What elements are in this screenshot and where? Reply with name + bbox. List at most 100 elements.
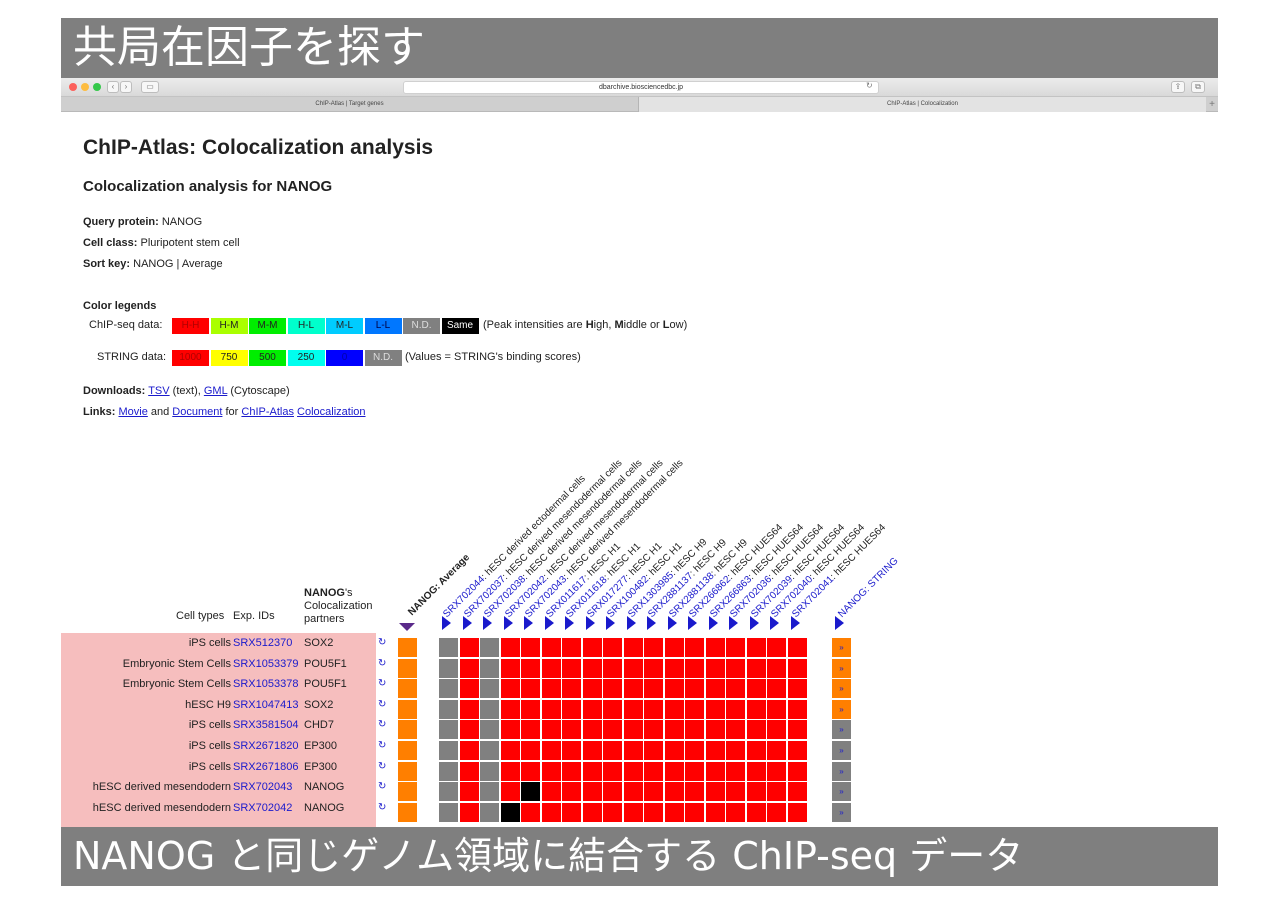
heatmap-cell[interactable] [480,802,499,822]
heatmap-cell[interactable] [623,761,643,781]
heatmap-cell[interactable] [705,802,725,822]
heatmap-cell[interactable] [582,699,602,719]
heatmap-cell[interactable] [644,720,663,740]
row-exp-id-link[interactable]: SRX702043 [233,781,293,794]
colocalization-link[interactable]: Colocalization [297,406,366,418]
heatmap-cell[interactable] [562,741,581,760]
heatmap-cell[interactable] [562,638,581,657]
heatmap-cell[interactable] [726,699,745,719]
heatmap-cell[interactable] [500,638,520,657]
heatmap-cell[interactable] [521,761,540,781]
heatmap-cell[interactable] [459,802,479,822]
average-cell[interactable] [398,699,417,719]
heatmap-cell[interactable] [705,699,725,719]
column-sort-icon[interactable] [606,616,615,630]
heatmap-cell[interactable] [500,679,520,699]
heatmap-cell[interactable] [562,679,581,699]
heatmap-cell[interactable] [746,658,766,678]
heatmap-cell[interactable] [439,638,458,657]
heatmap-cell[interactable] [726,679,745,699]
heatmap-cell[interactable] [644,638,663,657]
heatmap-cell[interactable] [603,761,622,781]
heatmap-cell[interactable] [644,699,663,719]
heatmap-cell[interactable] [582,638,602,657]
heatmap-cell[interactable] [480,761,499,781]
string-cell[interactable]: » [832,679,851,699]
heatmap-cell[interactable] [664,761,684,781]
movie-link[interactable]: Movie [118,406,148,418]
heatmap-cell[interactable] [746,782,766,802]
column-sort-icon[interactable] [442,616,451,630]
tabs-overview-icon[interactable]: ⧉ [1191,81,1205,93]
heatmap-cell[interactable] [521,782,540,802]
heatmap-cell[interactable] [582,802,602,822]
heatmap-cell[interactable] [459,658,479,678]
forward-arrow-icon[interactable]: › [120,81,132,93]
heatmap-cell[interactable] [726,638,745,657]
chip-atlas-link[interactable]: ChIP-Atlas [241,406,294,418]
back-arrow-icon[interactable]: ‹ [107,81,119,93]
heatmap-cell[interactable] [439,699,458,719]
string-cell[interactable]: » [832,699,851,719]
heatmap-cell[interactable] [787,720,807,740]
heatmap-cell[interactable] [459,720,479,740]
heatmap-cell[interactable] [480,782,499,802]
heatmap-cell[interactable] [746,761,766,781]
column-sort-icon[interactable] [565,616,574,630]
row-exp-id-link[interactable]: SRX1053379 [233,657,299,670]
heatmap-cell[interactable] [603,782,622,802]
heatmap-cell[interactable] [582,761,602,781]
heatmap-cell[interactable] [459,699,479,719]
share-icon[interactable]: ⇪ [1171,81,1185,93]
heatmap-cell[interactable] [623,720,643,740]
heatmap-cell[interactable] [746,699,766,719]
heatmap-cell[interactable] [582,658,602,678]
row-exp-id-link[interactable]: SRX1047413 [233,698,299,711]
heatmap-cell[interactable] [439,802,458,822]
heatmap-cell[interactable] [521,699,540,719]
heatmap-cell[interactable] [480,658,499,678]
heatmap-cell[interactable] [705,679,725,699]
heatmap-cell[interactable] [705,761,725,781]
heatmap-cell[interactable] [767,679,786,699]
row-exp-id-link[interactable]: SRX512370 [233,637,293,649]
heatmap-cell[interactable] [541,699,561,719]
average-cell[interactable] [398,638,417,657]
address-bar[interactable]: dbarchive.biosciencedbc.jp [403,81,879,94]
heatmap-cell[interactable] [726,720,745,740]
heatmap-cell[interactable] [459,638,479,657]
string-cell[interactable]: » [832,720,851,740]
heatmap-cell[interactable] [459,782,479,802]
heatmap-cell[interactable] [582,782,602,802]
column-sort-icon[interactable] [667,616,677,630]
average-cell[interactable] [398,802,417,822]
heatmap-cell[interactable] [603,638,622,657]
column-sort-icon[interactable] [544,616,554,630]
row-exp-id-link[interactable]: SRX1053378 [233,678,299,691]
string-cell[interactable]: » [832,658,851,678]
heatmap-cell[interactable] [664,782,684,802]
column-sort-icon[interactable] [503,616,513,630]
document-link[interactable]: Document [172,406,223,418]
column-sort-icon[interactable] [626,616,636,630]
average-cell[interactable] [398,720,417,740]
heatmap-cell[interactable] [767,638,786,657]
heatmap-cell[interactable] [664,741,684,760]
row-exp-id-link[interactable]: SRX2671806 [233,760,299,773]
heatmap-cell[interactable] [685,699,704,719]
refresh-icon[interactable]: ↻ [378,719,387,731]
heatmap-cell[interactable] [500,761,520,781]
heatmap-cell[interactable] [787,658,807,678]
refresh-icon[interactable]: ↻ [378,801,387,813]
string-cell[interactable]: » [832,802,851,822]
heatmap-cell[interactable] [787,761,807,781]
heatmap-cell[interactable] [685,679,704,699]
column-sort-icon[interactable] [770,616,779,630]
heatmap-cell[interactable] [787,699,807,719]
average-cell[interactable] [398,761,417,781]
heatmap-cell[interactable] [644,802,663,822]
heatmap-cell[interactable] [603,658,622,678]
refresh-icon[interactable]: ↻ [378,698,387,710]
heatmap-cell[interactable] [787,638,807,657]
heatmap-cell[interactable] [767,782,786,802]
